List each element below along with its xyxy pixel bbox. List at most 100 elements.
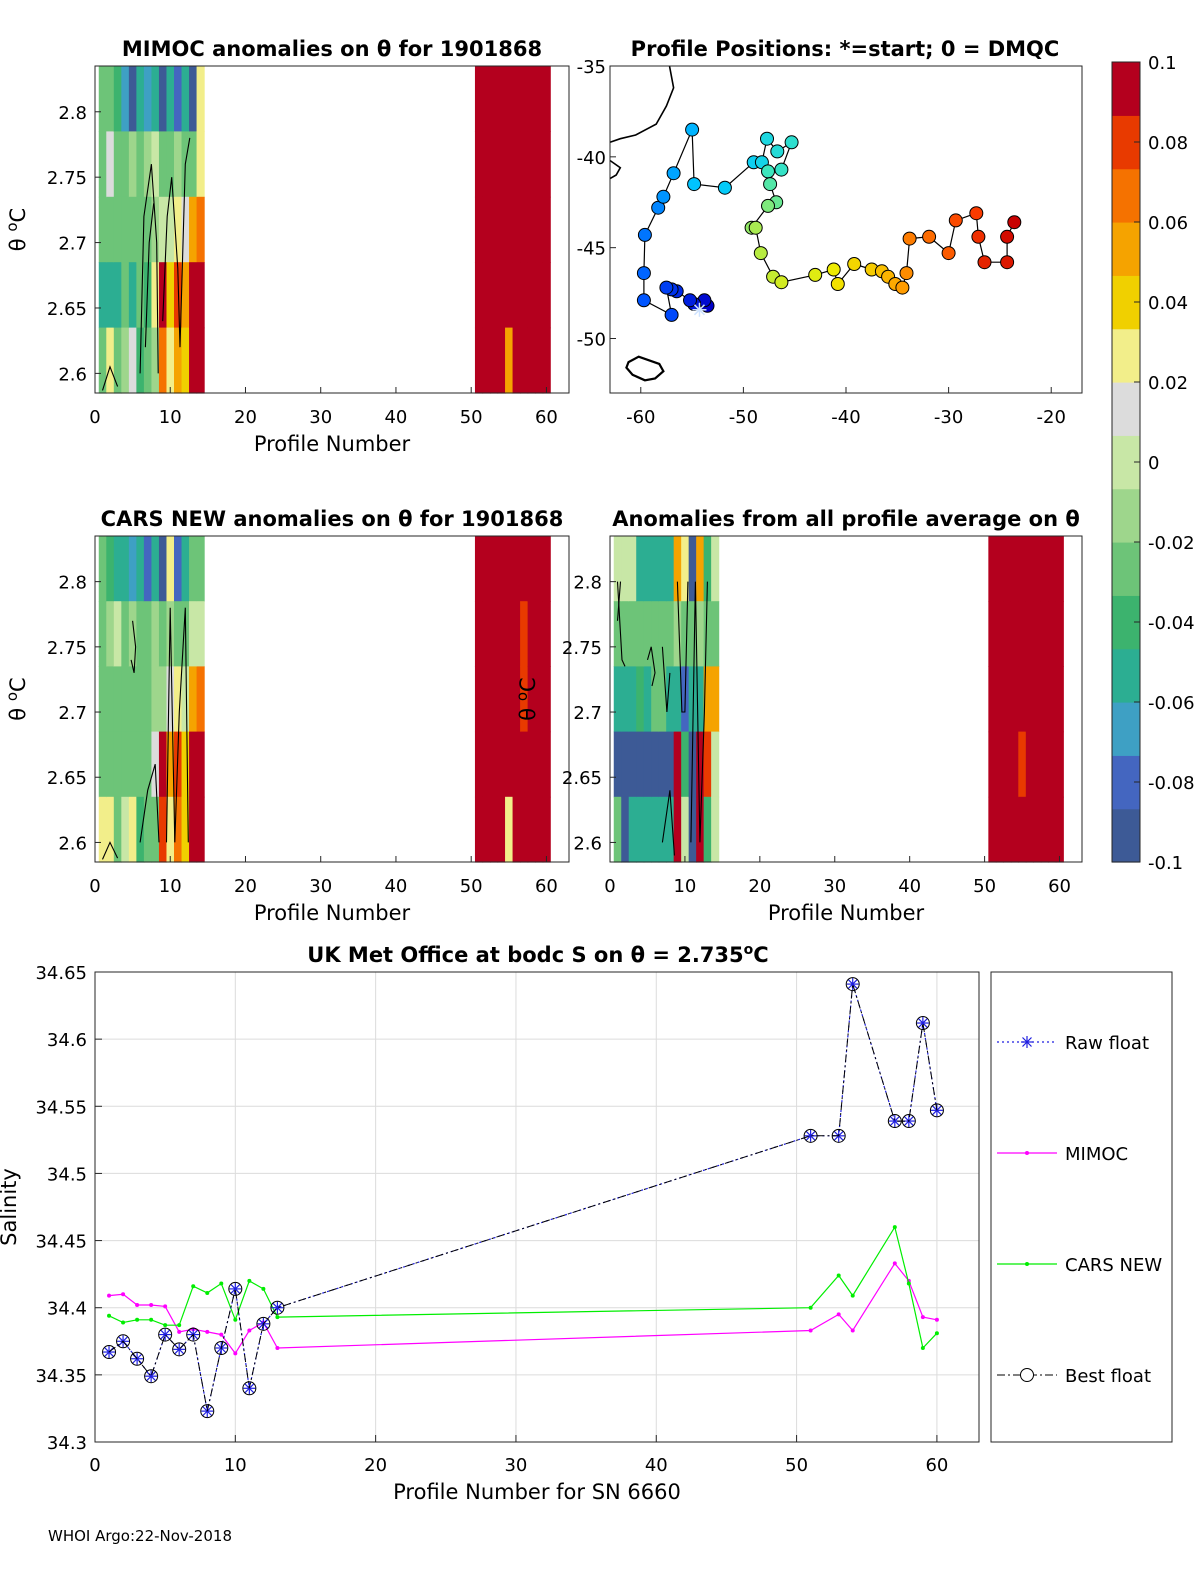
heatmap-cell: [1018, 601, 1027, 667]
plot-area: [610, 66, 1082, 393]
profile-position-marker: [1000, 229, 1015, 244]
colorbar-swatch: [1112, 62, 1140, 116]
heatmap-cell: [497, 327, 506, 394]
heatmap-cell: [542, 327, 551, 394]
heatmap-cell: [995, 536, 1004, 602]
heatmap-cell: [474, 66, 484, 132]
profile-position-marker: [763, 177, 778, 192]
heatmap-cell: [520, 66, 529, 132]
heatmap-cell: [643, 536, 652, 602]
heatmap-cell: [143, 262, 153, 329]
best-float-point: [887, 1114, 902, 1129]
cars-new-point: [219, 1281, 224, 1286]
x-tick-label: 50: [460, 876, 483, 897]
heatmap-cell: [535, 196, 544, 263]
best-float-point: [214, 1341, 229, 1355]
heatmap-cell: [121, 731, 130, 798]
heatmap-cell: [542, 262, 551, 329]
heatmap-cell: [143, 601, 153, 667]
axis-ticks: -60 -50 -40 -30 -20 -35 -40 -45 -50: [577, 57, 1066, 428]
y-axis-label: θ oC: [3, 208, 30, 251]
cars-new-point: [808, 1305, 813, 1310]
colorbar-swatch: [1112, 488, 1140, 543]
x-tick-label: -50: [729, 407, 758, 428]
heatmap-cell: [196, 536, 205, 602]
cars-new-point: [836, 1273, 841, 1278]
y-tick-label: 2.65: [562, 768, 602, 789]
heatmap-cell: [98, 196, 107, 263]
coastline-mainland: [609, 65, 675, 144]
heatmap-cell: [542, 601, 551, 667]
heatmap-cell: [482, 601, 491, 667]
heatmap-cell: [666, 796, 675, 863]
cars-new-point: [920, 1346, 925, 1350]
heatmap-cell: [106, 131, 115, 198]
profile-position-marker: [902, 231, 917, 246]
profile-position-marker: [948, 213, 963, 228]
heatmap-cells: [613, 536, 1064, 863]
heatmap-cell: [113, 536, 122, 602]
heatmap-cell: [143, 536, 153, 602]
heatmap-cell: [490, 536, 499, 602]
heatmap-cell: [711, 536, 720, 602]
contour-line: [162, 137, 191, 348]
colorbar-tick-label: -0.08: [1148, 773, 1195, 794]
heatmap-cell: [174, 666, 183, 733]
heatmap-cell: [988, 796, 997, 863]
heatmap-cell: [628, 666, 637, 733]
raw-float-point: [145, 1370, 158, 1383]
profile-position-marker: [969, 206, 984, 221]
heatmap-cell: [1003, 796, 1012, 863]
heatmap-cell: [174, 601, 183, 667]
heatmap-cell: [121, 196, 130, 263]
y-axis-label: θ oC: [3, 677, 30, 720]
heatmap-cell: [128, 666, 137, 733]
best-float-point: [130, 1351, 145, 1366]
heatmap-cell: [666, 666, 675, 733]
heatmap-cell: [490, 601, 499, 667]
heatmap-cell: [106, 66, 115, 132]
heatmap-cell: [121, 131, 130, 198]
y-tick-label: 34.65: [35, 963, 87, 984]
heatmap-cell: [143, 327, 153, 394]
heatmap-cell: [505, 327, 514, 394]
panel-title: Profile Positions: *=start; 0 = DMQC: [631, 37, 1060, 61]
profile-position-marker: [656, 189, 671, 204]
heatmap-cell: [711, 601, 720, 667]
heatmap-cell: [1048, 536, 1057, 602]
heatmap-cell: [474, 131, 484, 198]
heatmap-cell: [527, 196, 536, 263]
heatmap-cell: [505, 536, 514, 602]
profile-position-marker: [1007, 215, 1022, 230]
heatmap-cell: [520, 601, 529, 667]
heatmap-cell: [490, 196, 499, 263]
x-tick-label: 60: [535, 876, 558, 897]
cars-new-point: [892, 1225, 897, 1230]
profile-position-marker: [830, 277, 845, 291]
heatmap-cell: [703, 731, 712, 798]
y-tick-label: 2.65: [47, 299, 87, 320]
y-tick-label: 2.6: [58, 364, 87, 385]
best-float-point: [144, 1369, 159, 1384]
heatmap-cell: [174, 131, 183, 198]
y-tick-label: 2.6: [573, 833, 602, 854]
heatmap-cell: [643, 731, 652, 798]
heatmap-cell: [474, 536, 484, 602]
y-tick-label: 2.75: [47, 638, 87, 659]
raw-float-point: [131, 1352, 144, 1365]
contour-line: [661, 646, 671, 713]
x-axis-label: Profile Number: [254, 432, 411, 456]
plot-frame: [94, 65, 570, 394]
profile-position-marker: [941, 246, 956, 261]
heatmap-cell: [505, 262, 514, 329]
cars-new-point: [205, 1290, 210, 1295]
cars-new-point: [149, 1317, 154, 1322]
heatmap-cell: [658, 666, 667, 733]
heatmap-cell: [136, 66, 145, 132]
legend-best-float-marker: [1020, 1368, 1034, 1382]
heatmap-cell: [121, 666, 130, 733]
axis-ticks: 0 10 20 30 40 50 60 2.6 2.65 2.7 2.75 2.8: [47, 103, 558, 428]
profile-markers: [636, 122, 1022, 322]
cars-new-point: [121, 1320, 126, 1325]
heatmap-cell: [98, 131, 107, 198]
